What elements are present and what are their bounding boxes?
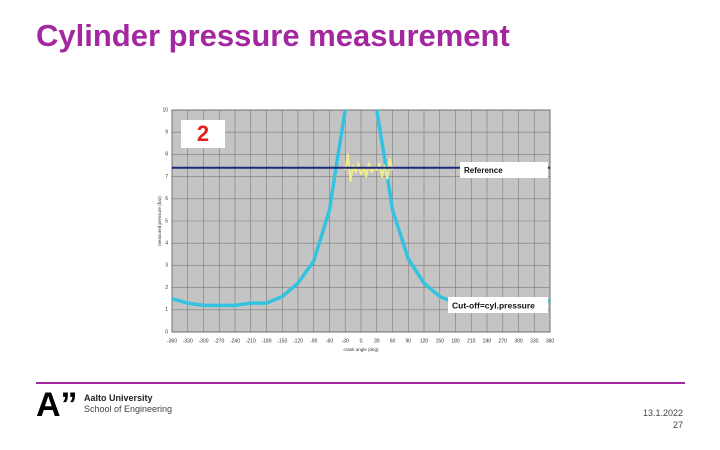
annotation-box — [448, 297, 548, 313]
y-tick-label: 9 — [165, 130, 168, 136]
x-tick-label: 150 — [436, 338, 445, 344]
date: 13.1.2022 — [642, 408, 683, 418]
school-name: School of Engineering — [84, 404, 173, 414]
y-tick-label: 3 — [165, 263, 168, 269]
footer-rule — [36, 382, 685, 384]
y-axis-label: measured pressure (bar) — [157, 196, 162, 246]
page-number: 27 — [672, 420, 683, 430]
x-tick-label: -360 — [167, 338, 177, 344]
y-tick-label: 4 — [165, 241, 168, 247]
y-tick-label: 1 — [165, 307, 168, 313]
x-tick-label: 60 — [390, 338, 396, 344]
y-tick-label: 2 — [165, 285, 168, 291]
x-tick-label: 360 — [546, 338, 555, 344]
x-tick-label: 210 — [467, 338, 476, 344]
title: Cylinder pressure measurement — [36, 18, 510, 53]
x-tick-label: -300 — [198, 338, 208, 344]
annotation: Cut-off=cyl.pressure — [452, 300, 535, 310]
y-tick-label: 0 — [165, 329, 168, 335]
x-tick-label: 330 — [530, 338, 539, 344]
y-tick-label: 5 — [165, 218, 168, 224]
x-axis-label: crank angle (deg) — [343, 347, 379, 352]
y-tick-label: 6 — [165, 196, 168, 202]
annotation-box — [460, 162, 548, 178]
x-tick-label: -180 — [261, 338, 271, 344]
x-tick-label: -240 — [230, 338, 240, 344]
x-tick-label: 0 — [360, 338, 363, 344]
org-name: Aalto University — [84, 393, 153, 403]
y-tick-label: 7 — [165, 174, 168, 180]
x-tick-label: -30 — [342, 338, 349, 344]
logo: A” — [36, 386, 78, 424]
x-tick-label: 90 — [405, 338, 411, 344]
x-tick-label: 270 — [499, 338, 508, 344]
x-tick-label: -90 — [310, 338, 317, 344]
x-tick-label: -60 — [326, 338, 333, 344]
x-tick-label: -210 — [246, 338, 256, 344]
x-tick-label: -270 — [214, 338, 224, 344]
x-tick-label: -330 — [183, 338, 193, 344]
x-tick-label: 180 — [451, 338, 460, 344]
annotation-box — [181, 120, 225, 148]
x-tick-label: 120 — [420, 338, 429, 344]
annotation: 2 — [197, 121, 209, 146]
x-tick-label: 300 — [514, 338, 523, 344]
x-tick-label: 240 — [483, 338, 492, 344]
x-tick-label: 30 — [374, 338, 380, 344]
y-tick-label: 8 — [165, 152, 168, 158]
x-tick-label: -120 — [293, 338, 303, 344]
x-tick-label: -150 — [277, 338, 287, 344]
series-line — [344, 153, 394, 183]
y-tick-label: 10 — [162, 107, 168, 113]
annotation: Reference — [464, 166, 503, 175]
